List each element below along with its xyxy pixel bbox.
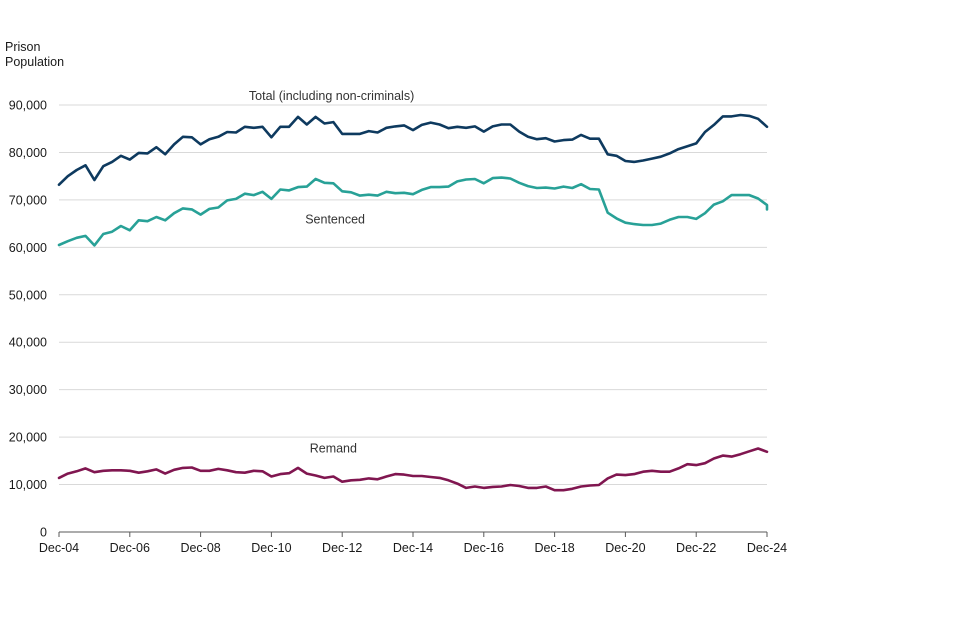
x-tick-label: Dec-04 [39, 541, 79, 555]
x-tick-label: Dec-14 [393, 541, 433, 555]
x-tick-label: Dec-20 [605, 541, 645, 555]
series-line [57, 447, 769, 492]
x-tick-label: Dec-18 [534, 541, 574, 555]
series-label: Sentenced [305, 212, 365, 226]
y-tick-label: 60,000 [9, 241, 47, 255]
series-line [57, 113, 769, 186]
y-tick-label: 70,000 [9, 193, 47, 207]
y-axis-label-line-1: Prison [5, 40, 41, 54]
series-label: Total (including non-criminals) [249, 89, 414, 103]
x-tick-label: Dec-22 [676, 541, 716, 555]
y-tick-label: 40,000 [9, 336, 47, 350]
x-tick-label: Dec-10 [251, 541, 291, 555]
series-line [57, 176, 769, 247]
y-tick-label: 80,000 [9, 146, 47, 160]
y-tick-label: 0 [40, 526, 47, 540]
x-tick-label: Dec-12 [322, 541, 362, 555]
y-axis-label-line-2: Population [5, 55, 65, 69]
y-tick-label: 30,000 [9, 383, 47, 397]
y-tick-label: 90,000 [9, 99, 47, 113]
y-tick-label: 50,000 [9, 288, 47, 302]
x-tick-label: Dec-06 [110, 541, 150, 555]
x-tick-label: Dec-08 [180, 541, 220, 555]
series-label: Remand [310, 441, 357, 455]
y-tick-label: 10,000 [9, 478, 47, 492]
x-tick-label: Dec-16 [464, 541, 504, 555]
y-tick-label: 20,000 [9, 431, 47, 445]
x-tick-label: Dec-24 [747, 541, 787, 555]
